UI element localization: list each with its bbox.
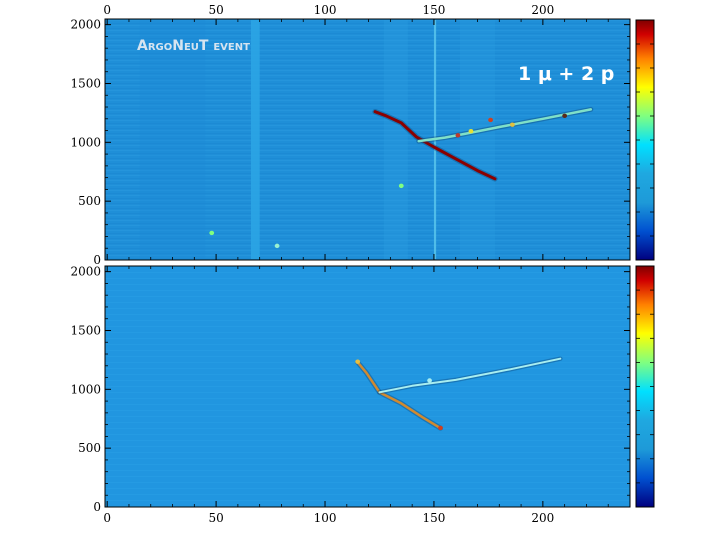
hit-point <box>427 378 432 383</box>
hit-point <box>398 183 404 189</box>
bottom-tracks <box>355 356 563 431</box>
top-noise-bands <box>139 20 495 259</box>
y-tick-label: 2000 <box>70 265 101 279</box>
hit-point <box>562 113 568 119</box>
proton-track <box>417 108 593 143</box>
x-tick-label: 50 <box>208 511 223 525</box>
x-tick-label: 150 <box>422 3 445 17</box>
x-tick-label: 200 <box>531 511 554 525</box>
bottom-hits <box>355 359 443 431</box>
y-tick-label: 500 <box>78 194 101 208</box>
top-plot-area <box>104 18 631 261</box>
top-x-axis: 0 50 100 150 200 <box>103 3 609 260</box>
muon-track <box>373 110 497 181</box>
bottom-y-axis: 0 500 1000 1500 2000 <box>70 265 630 514</box>
top-wire-plane-panel: 0 50 100 150 200 0 500 1000 1500 2000 ArgoNeuT e… <box>70 3 655 267</box>
x-tick-label: 50 <box>208 3 223 17</box>
hit-point <box>488 117 493 123</box>
y-tick-label: 1000 <box>70 382 101 396</box>
hit-point <box>274 243 280 249</box>
bottom-colorbar-ticks <box>636 289 654 484</box>
x-tick-label: 0 <box>103 3 111 17</box>
muon-track <box>356 361 442 430</box>
hit-point <box>455 133 461 138</box>
bottom-x-axis: 0 50 100 150 200 <box>103 266 609 525</box>
y-tick-label: 1000 <box>70 135 101 149</box>
proton-track <box>378 357 562 394</box>
hit-point <box>509 122 515 127</box>
bottom-plot-area <box>104 265 631 508</box>
y-tick-label: 2000 <box>70 18 101 32</box>
hit-point <box>355 359 361 364</box>
y-tick-label: 500 <box>78 441 101 455</box>
event-title: ArgoNeuT event <box>137 38 250 54</box>
x-tick-label: 150 <box>422 511 445 525</box>
top-tracks <box>372 106 594 182</box>
noise-band <box>250 20 260 259</box>
noise-band <box>460 20 495 259</box>
hit-point <box>468 128 474 134</box>
top-hits <box>209 113 568 249</box>
x-tick-label: 100 <box>314 3 337 17</box>
top-y-axis: 0 500 1000 1500 2000 <box>70 18 630 267</box>
hit-point <box>438 425 443 431</box>
x-tick-label: 0 <box>103 511 111 525</box>
noise-band <box>139 20 206 259</box>
bottom-wire-plane-panel: 0 50 100 150 200 0 500 1000 1500 2000 <box>70 265 655 525</box>
x-tick-label: 100 <box>314 511 337 525</box>
noise-band <box>383 20 408 259</box>
y-tick-label: 0 <box>93 253 101 267</box>
y-tick-label: 1500 <box>70 323 101 337</box>
top-colorbar-ticks <box>636 43 654 237</box>
x-tick-label: 200 <box>531 3 554 17</box>
hit-point <box>209 230 215 236</box>
y-tick-label: 0 <box>93 500 101 514</box>
event-label: 1 μ + 2 p <box>518 63 614 85</box>
y-tick-label: 1500 <box>70 76 101 90</box>
